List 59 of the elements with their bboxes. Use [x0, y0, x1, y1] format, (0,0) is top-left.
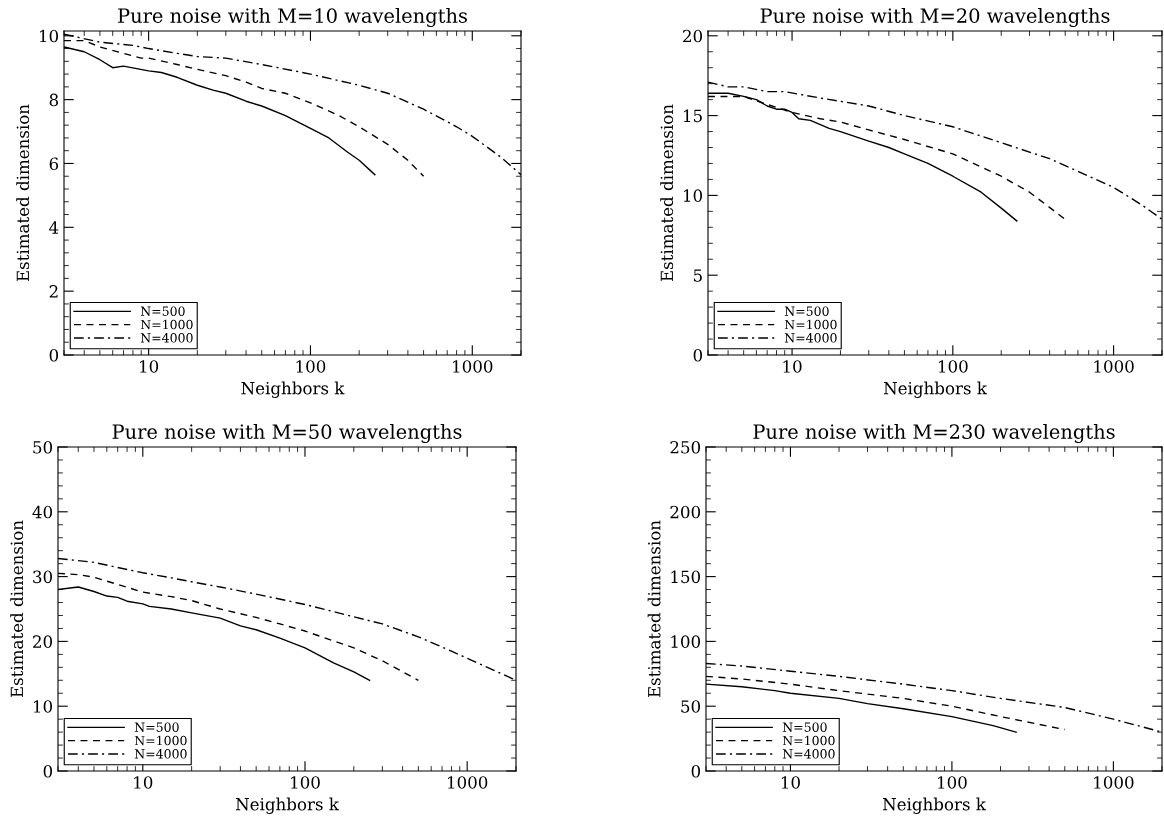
y-axis-title: Estimated dimension — [660, 104, 674, 282]
chart-title: Pure noise with M=50 wavelengths — [112, 423, 462, 443]
y-tick-label: 0 — [49, 348, 59, 362]
y-tick-label: 15 — [683, 109, 702, 123]
x-tick-label: 1000 — [453, 360, 493, 373]
x-tick-label: 10 — [134, 776, 153, 789]
y-axis-title: Estimated dimension — [10, 520, 24, 698]
y-axis-title: Estimated dimension — [647, 520, 661, 698]
legend-label: N=4000 — [784, 333, 837, 343]
legend-label: N=1000 — [134, 735, 187, 746]
x-tick-label: 10 — [140, 360, 159, 373]
y-tick-label: 0 — [693, 348, 703, 362]
x-tick-label: 10 — [781, 776, 800, 789]
y-tick-label: 20 — [683, 29, 703, 43]
x-tick-label: 1000 — [1094, 360, 1134, 373]
x-tick-label: 1000 — [448, 776, 488, 789]
legend-label: N=500 — [784, 306, 829, 316]
x-tick-label: 1000 — [1094, 776, 1134, 789]
legend-label: N=1000 — [140, 319, 193, 330]
y-tick-label: 200 — [670, 505, 701, 519]
y-tick-label: 50 — [681, 700, 701, 713]
x-tick-label: 100 — [938, 360, 968, 373]
legend-label: N=500 — [140, 306, 185, 316]
x-axis-title: Neighbors k — [241, 381, 345, 398]
x-tick-label: 100 — [296, 360, 326, 373]
y-tick-label: 8 — [49, 93, 59, 107]
legend-label: N=500 — [134, 722, 179, 732]
x-tick-label: 100 — [938, 776, 967, 789]
y-tick-label: 100 — [671, 635, 701, 648]
x-axis-title: Neighbors k — [882, 797, 987, 814]
y-tick-label: 40 — [32, 505, 53, 519]
y-tick-label: 30 — [33, 570, 53, 584]
chart-title: Pure noise with M=10 wavelengths — [118, 7, 467, 27]
y-tick-label: 5 — [693, 269, 702, 282]
y-tick-label: 0 — [43, 764, 53, 778]
legend-label: N=4000 — [140, 333, 193, 343]
legend-label: N=4000 — [782, 749, 835, 759]
chart-title: Pure noise with M=230 wavelengths — [753, 423, 1115, 443]
y-tick-label: 250 — [670, 440, 701, 454]
x-tick-label: 10 — [783, 360, 802, 373]
y-tick-label: 2 — [49, 285, 58, 298]
y-tick-label: 0 — [691, 764, 701, 778]
x-tick-label: 100 — [291, 776, 320, 789]
x-axis-title: Neighbors k — [235, 797, 340, 814]
chart-title: Pure noise with M=20 wavelengths — [760, 7, 1110, 27]
y-tick-label: 10 — [683, 189, 703, 202]
legend-label: N=1000 — [784, 319, 837, 330]
legend-label: N=1000 — [782, 735, 835, 746]
y-tick-label: 6 — [49, 157, 59, 171]
y-tick-label: 10 — [39, 29, 59, 43]
y-axis-title: Estimated dimension — [16, 104, 30, 282]
y-tick-label: 4 — [49, 221, 59, 234]
legend-label: N=4000 — [134, 749, 187, 759]
y-tick-label: 20 — [33, 635, 53, 648]
y-tick-label: 150 — [671, 570, 701, 584]
y-tick-label: 50 — [33, 440, 53, 454]
y-tick-label: 10 — [33, 700, 53, 713]
legend-label: N=500 — [782, 722, 827, 732]
x-axis-title: Neighbors k — [883, 381, 988, 398]
